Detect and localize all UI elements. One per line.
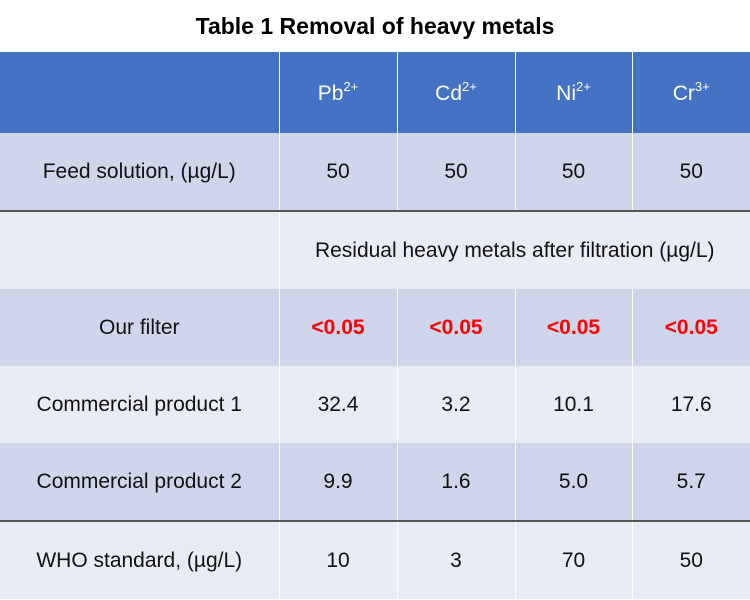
cell: 10 (278, 521, 397, 599)
ion-symbol: Pb (317, 82, 344, 105)
row-label: WHO standard, (µg/L) (0, 521, 279, 599)
ion-symbol: Ni (556, 82, 576, 105)
row-label: Our filter (0, 289, 279, 366)
cell: 17.6 (631, 366, 750, 443)
header-cd: Cd2+ (396, 52, 515, 133)
cell: 10.1 (514, 366, 632, 443)
cell: <0.05 (396, 289, 515, 366)
table-row: Commercial product 1 32.4 3.2 10.1 17.6 (0, 366, 750, 443)
cell: 9.9 (278, 443, 397, 522)
header-pb: Pb2+ (278, 52, 397, 133)
cell: 32.4 (278, 366, 397, 443)
cell: 70 (514, 521, 632, 599)
header-ni: Ni2+ (514, 52, 632, 133)
cell: <0.05 (631, 289, 750, 366)
ion-charge: 2+ (576, 79, 591, 94)
ion-charge: 3+ (694, 79, 710, 94)
ion-charge: 2+ (343, 79, 359, 94)
ion-symbol: Cr (672, 82, 695, 105)
cell: 3 (396, 521, 515, 599)
table-row: Commercial product 2 9.9 1.6 5.0 5.7 (0, 443, 750, 522)
ion-charge: 2+ (462, 79, 477, 94)
row-label: Feed solution, (µg/L) (0, 133, 279, 212)
heavy-metals-table: Pb2+ Cd2+ Ni2+ Cr3+ Feed solution, (µg/L… (0, 52, 750, 599)
table-title: Table 1 Removal of heavy metals (195, 13, 555, 39)
cell: 50 (631, 521, 750, 599)
row-label: Commercial product 1 (0, 366, 279, 443)
cell: 3.2 (396, 366, 515, 443)
cell: 5.0 (514, 443, 632, 522)
table-row: Our filter <0.05 <0.05 <0.05 <0.05 (0, 289, 750, 366)
ion-symbol: Cd (435, 82, 463, 105)
cell: 1.6 (396, 443, 515, 522)
header-cr: Cr3+ (631, 52, 750, 133)
residual-header: Residual heavy metals after filtration (… (278, 211, 750, 289)
cell: <0.05 (514, 289, 632, 366)
cell (0, 211, 279, 289)
row-label: Commercial product 2 (0, 443, 279, 522)
cell: 50 (278, 133, 397, 212)
cell: <0.05 (278, 289, 397, 366)
table-row: Feed solution, (µg/L) 50 50 50 50 (0, 133, 750, 212)
header-row: Pb2+ Cd2+ Ni2+ Cr3+ (0, 52, 750, 133)
cell: 50 (396, 133, 515, 212)
table-row: WHO standard, (µg/L) 10 3 70 50 (0, 521, 750, 599)
cell: 5.7 (631, 443, 750, 522)
residual-header-row: Residual heavy metals after filtration (… (0, 211, 750, 289)
header-blank (0, 52, 279, 133)
cell: 50 (631, 133, 750, 212)
cell: 50 (514, 133, 632, 212)
